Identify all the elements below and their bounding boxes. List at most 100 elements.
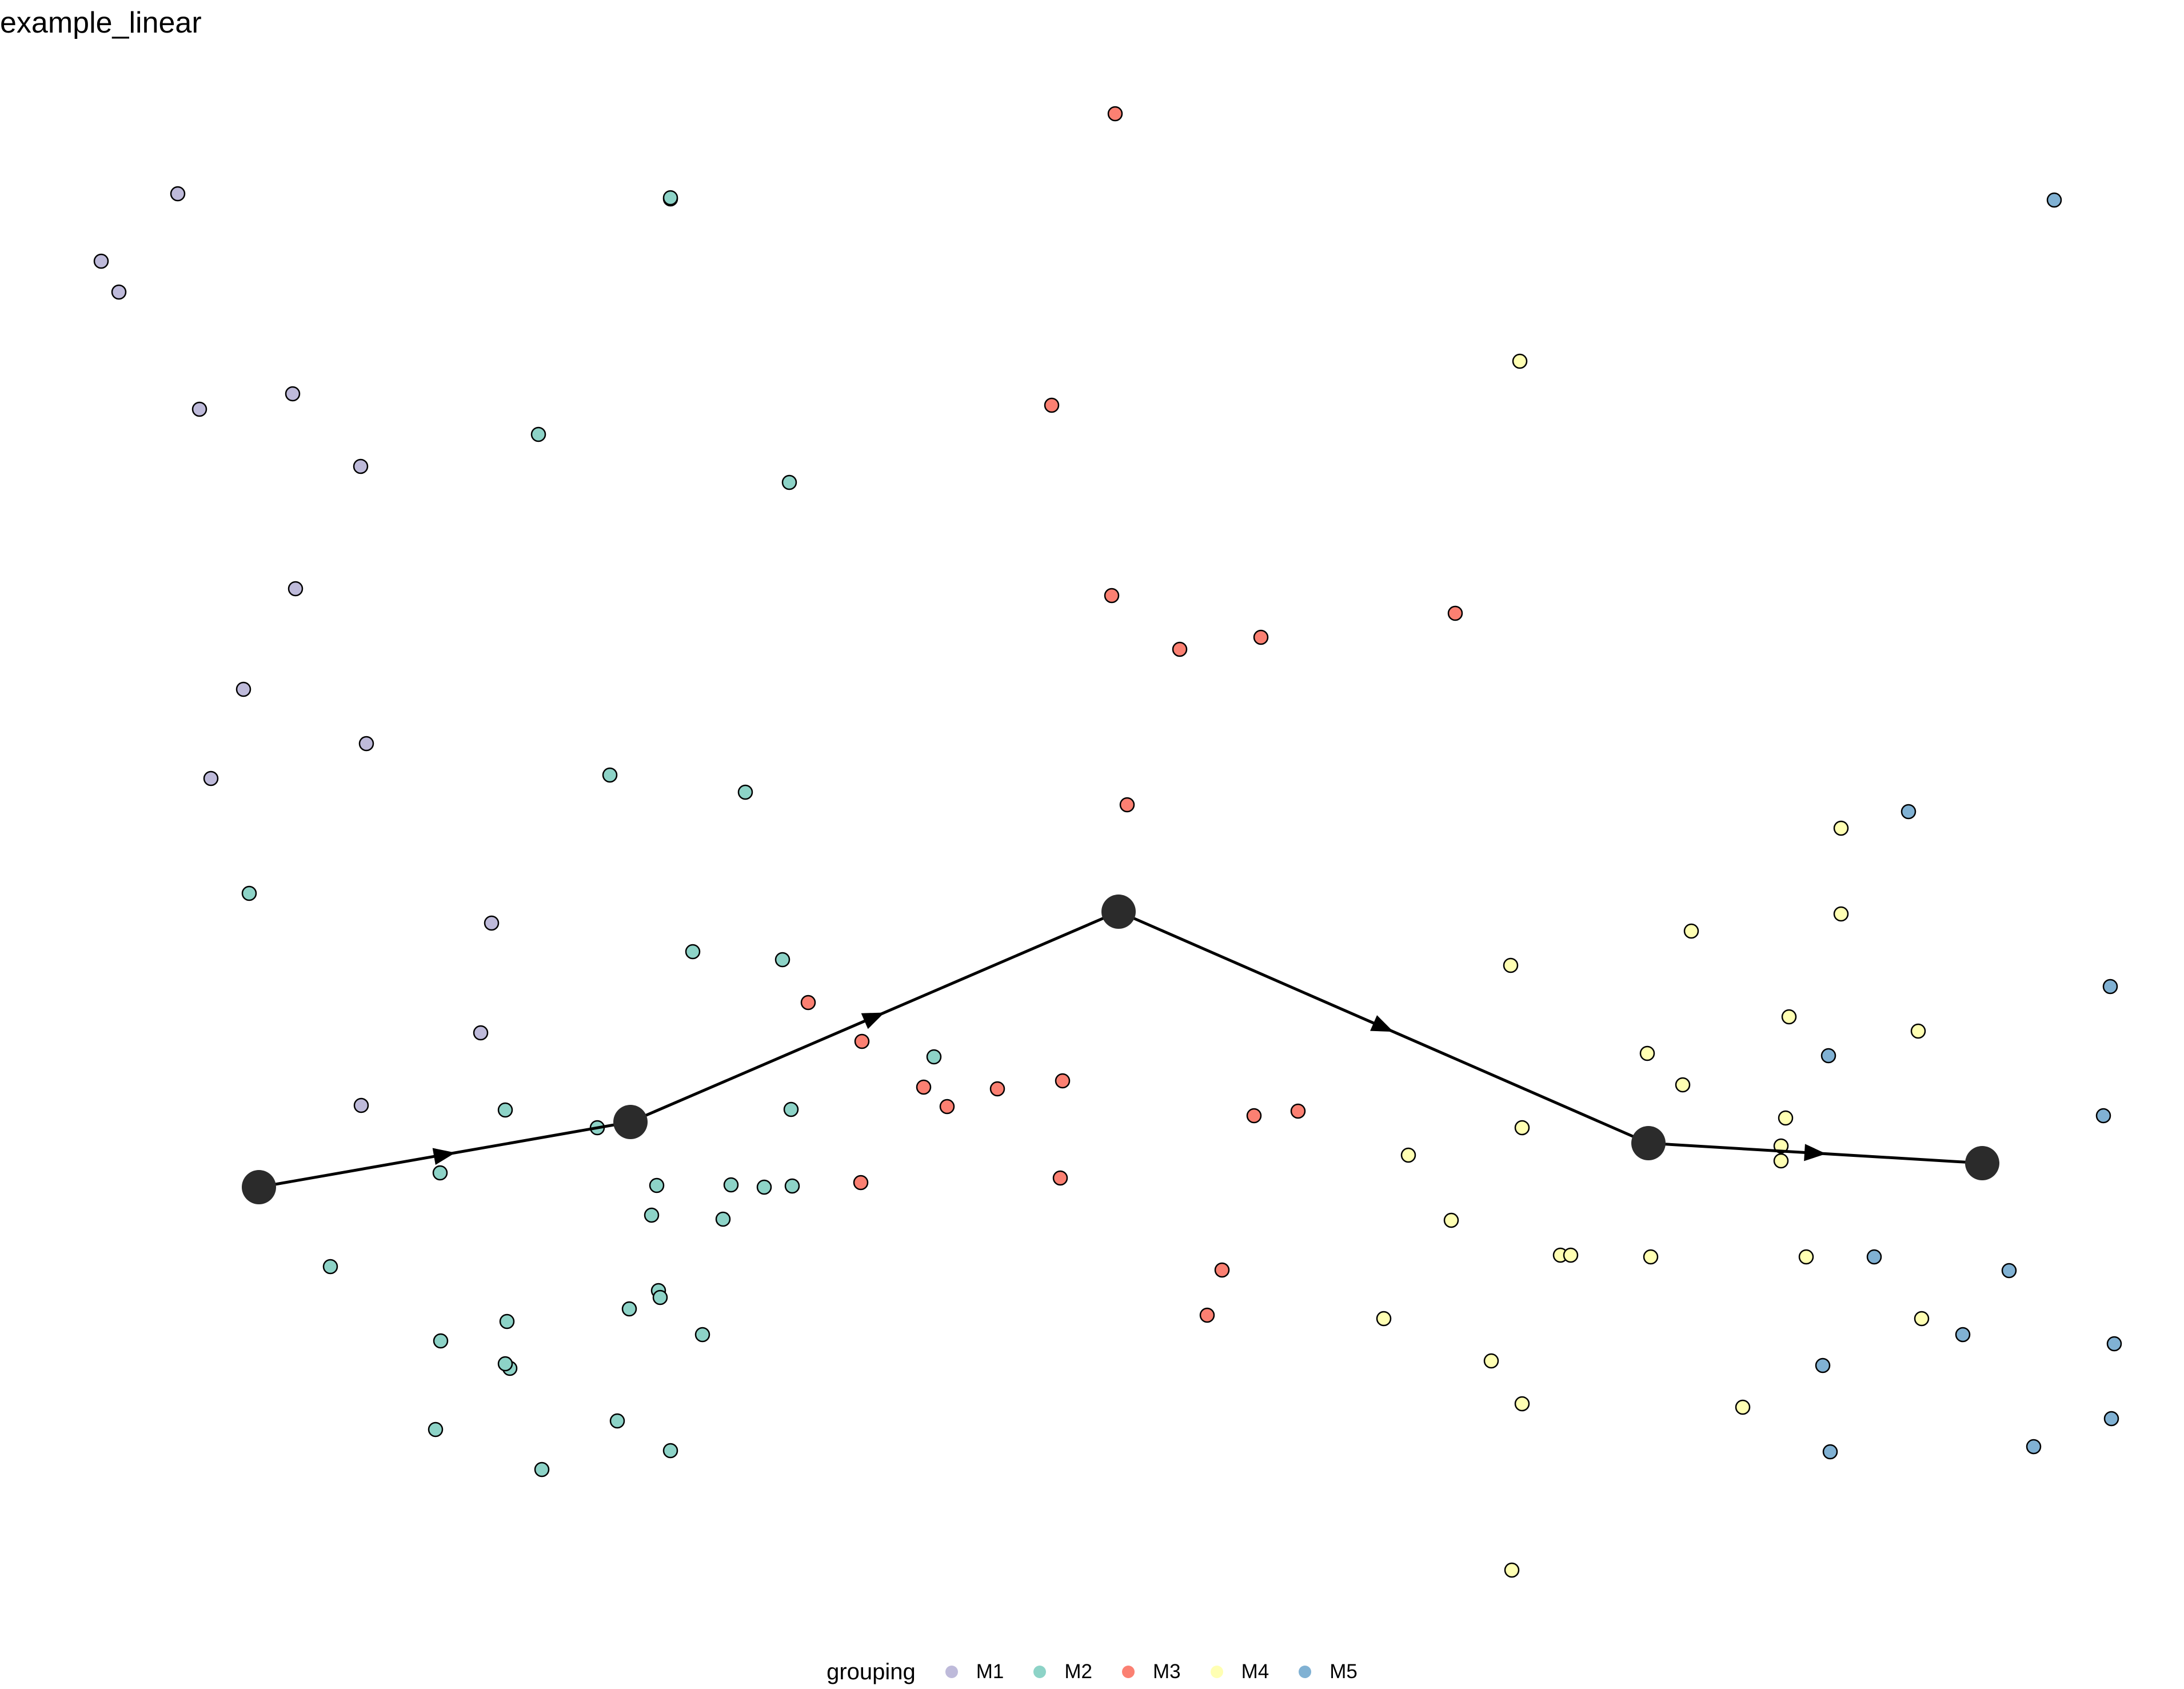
data-point-M3-5 (1119, 797, 1135, 813)
data-point-M4-2 (1833, 906, 1849, 922)
data-point-M4-0 (1512, 353, 1528, 369)
data-point-M5-6 (2001, 1263, 2017, 1279)
series-M1 (93, 186, 500, 1113)
data-point-M5-0 (2046, 192, 2062, 208)
data-point-M2-4 (737, 784, 753, 800)
milestone-node-1 (613, 1105, 648, 1139)
data-point-M2-25 (499, 1313, 515, 1329)
series-M2 (241, 190, 942, 1478)
milestone-node-2 (1101, 895, 1136, 929)
series-M5 (1815, 192, 2122, 1460)
data-point-M2-7 (774, 952, 790, 968)
data-point-M3-1 (1044, 397, 1060, 413)
data-point-M4-12 (1400, 1147, 1416, 1163)
data-point-M1-1 (473, 1025, 489, 1041)
data-point-M3-2 (1104, 588, 1120, 604)
data-point-M5-3 (1820, 1048, 1836, 1064)
data-point-M4-16 (1643, 1249, 1659, 1265)
series-M3 (800, 106, 1463, 1323)
data-point-M3-11 (939, 1099, 955, 1115)
trajectory-layer (242, 895, 1999, 1204)
data-point-M1-4 (203, 770, 219, 786)
data-point-M5-9 (1815, 1357, 1831, 1373)
legend-items: M1 M2 M3 M4 M5 (945, 1660, 1357, 1683)
data-point-M2-1 (530, 426, 546, 442)
data-point-M2-12 (432, 1165, 448, 1181)
data-point-M4-8 (1514, 1120, 1530, 1136)
data-point-M2-3 (602, 767, 618, 783)
legend: grouping M1 M2 M3 M4 M5 (0, 1655, 2184, 1689)
data-point-M4-13 (1443, 1212, 1459, 1228)
data-point-M4-9 (1675, 1077, 1691, 1093)
data-point-M3-4 (1172, 641, 1188, 657)
data-point-M2-18 (644, 1207, 660, 1223)
points-layer (93, 106, 2122, 1578)
data-point-M2-9 (783, 1101, 799, 1117)
data-point-M5-5 (1866, 1249, 1882, 1265)
data-point-M1-11 (93, 253, 109, 269)
data-point-M2-23 (322, 1259, 338, 1275)
data-point-M3-17 (1199, 1307, 1215, 1323)
data-point-M2-17 (715, 1211, 731, 1227)
data-point-M4-15 (1563, 1247, 1579, 1263)
data-point-M3-6 (1447, 605, 1463, 621)
data-point-M3-8 (854, 1033, 870, 1049)
data-point-M2-5 (241, 885, 257, 901)
data-point-M4-6 (1910, 1023, 1926, 1039)
data-point-M1-3 (353, 458, 369, 474)
legend-title: grouping (827, 1659, 916, 1684)
data-point-M2-8 (926, 1049, 942, 1065)
data-point-M2-27 (497, 1356, 513, 1372)
data-point-M4-23 (1504, 1562, 1520, 1578)
data-point-M3-16 (1214, 1262, 1230, 1278)
chart-title: example_linear (0, 6, 202, 39)
legend-item-M4: M4 (1210, 1660, 1269, 1683)
data-point-M4-22 (1514, 1396, 1530, 1412)
legend-label-M3: M3 (1153, 1660, 1181, 1683)
data-point-M4-19 (1914, 1311, 1930, 1327)
legend-item-M3: M3 (1122, 1660, 1181, 1683)
data-point-M2-24 (433, 1333, 449, 1349)
data-point-M3-0 (1107, 106, 1123, 122)
data-point-M3-9 (916, 1079, 932, 1095)
data-point-M4-20 (1483, 1353, 1499, 1369)
data-point-M1-5 (288, 581, 304, 597)
data-point-M4-11 (1773, 1138, 1789, 1154)
data-point-M4-3 (1683, 923, 1699, 939)
data-point-M2-20 (694, 1327, 710, 1343)
data-point-M3-7 (800, 995, 816, 1011)
data-point-M2-28 (428, 1422, 444, 1438)
data-point-M5-4 (2095, 1108, 2111, 1124)
milestone-node-0 (242, 1170, 276, 1204)
legend-label-M4: M4 (1241, 1660, 1269, 1683)
data-point-M3-13 (1055, 1073, 1071, 1089)
data-point-M4-18 (1376, 1311, 1392, 1327)
data-point-M4-17 (1798, 1249, 1814, 1265)
milestone-node-3 (1631, 1126, 1666, 1160)
series-M4 (1376, 353, 1930, 1578)
trajectory-arrow-3 (1804, 1144, 1826, 1161)
data-point-M5-8 (2106, 1336, 2122, 1352)
data-point-M5-7 (1955, 1327, 1971, 1343)
legend-label-M5: M5 (1329, 1660, 1357, 1683)
data-point-M2-30 (662, 1443, 678, 1459)
data-point-M5-12 (1822, 1444, 1838, 1460)
legend-item-M1: M1 (945, 1660, 1004, 1683)
data-point-M4-5 (1781, 1009, 1797, 1025)
data-point-M2-13 (649, 1177, 665, 1193)
data-point-M4-10 (1778, 1110, 1794, 1126)
data-point-M1-7 (235, 681, 251, 697)
legend-item-M5: M5 (1299, 1660, 1357, 1683)
legend-key-M3 (1122, 1666, 1135, 1678)
data-point-M1-9 (191, 401, 207, 417)
data-point-M1-2 (353, 1097, 369, 1113)
trajectory-arrow-2 (1370, 1015, 1394, 1032)
data-point-M4-7 (1639, 1045, 1655, 1061)
data-point-M3-18 (853, 1175, 869, 1191)
data-point-M2-22 (621, 1301, 637, 1317)
legend-key-M4 (1210, 1666, 1223, 1678)
data-point-M1-10 (111, 284, 127, 300)
data-point-M5-10 (2103, 1411, 2119, 1427)
data-point-M3-14 (1246, 1108, 1262, 1124)
